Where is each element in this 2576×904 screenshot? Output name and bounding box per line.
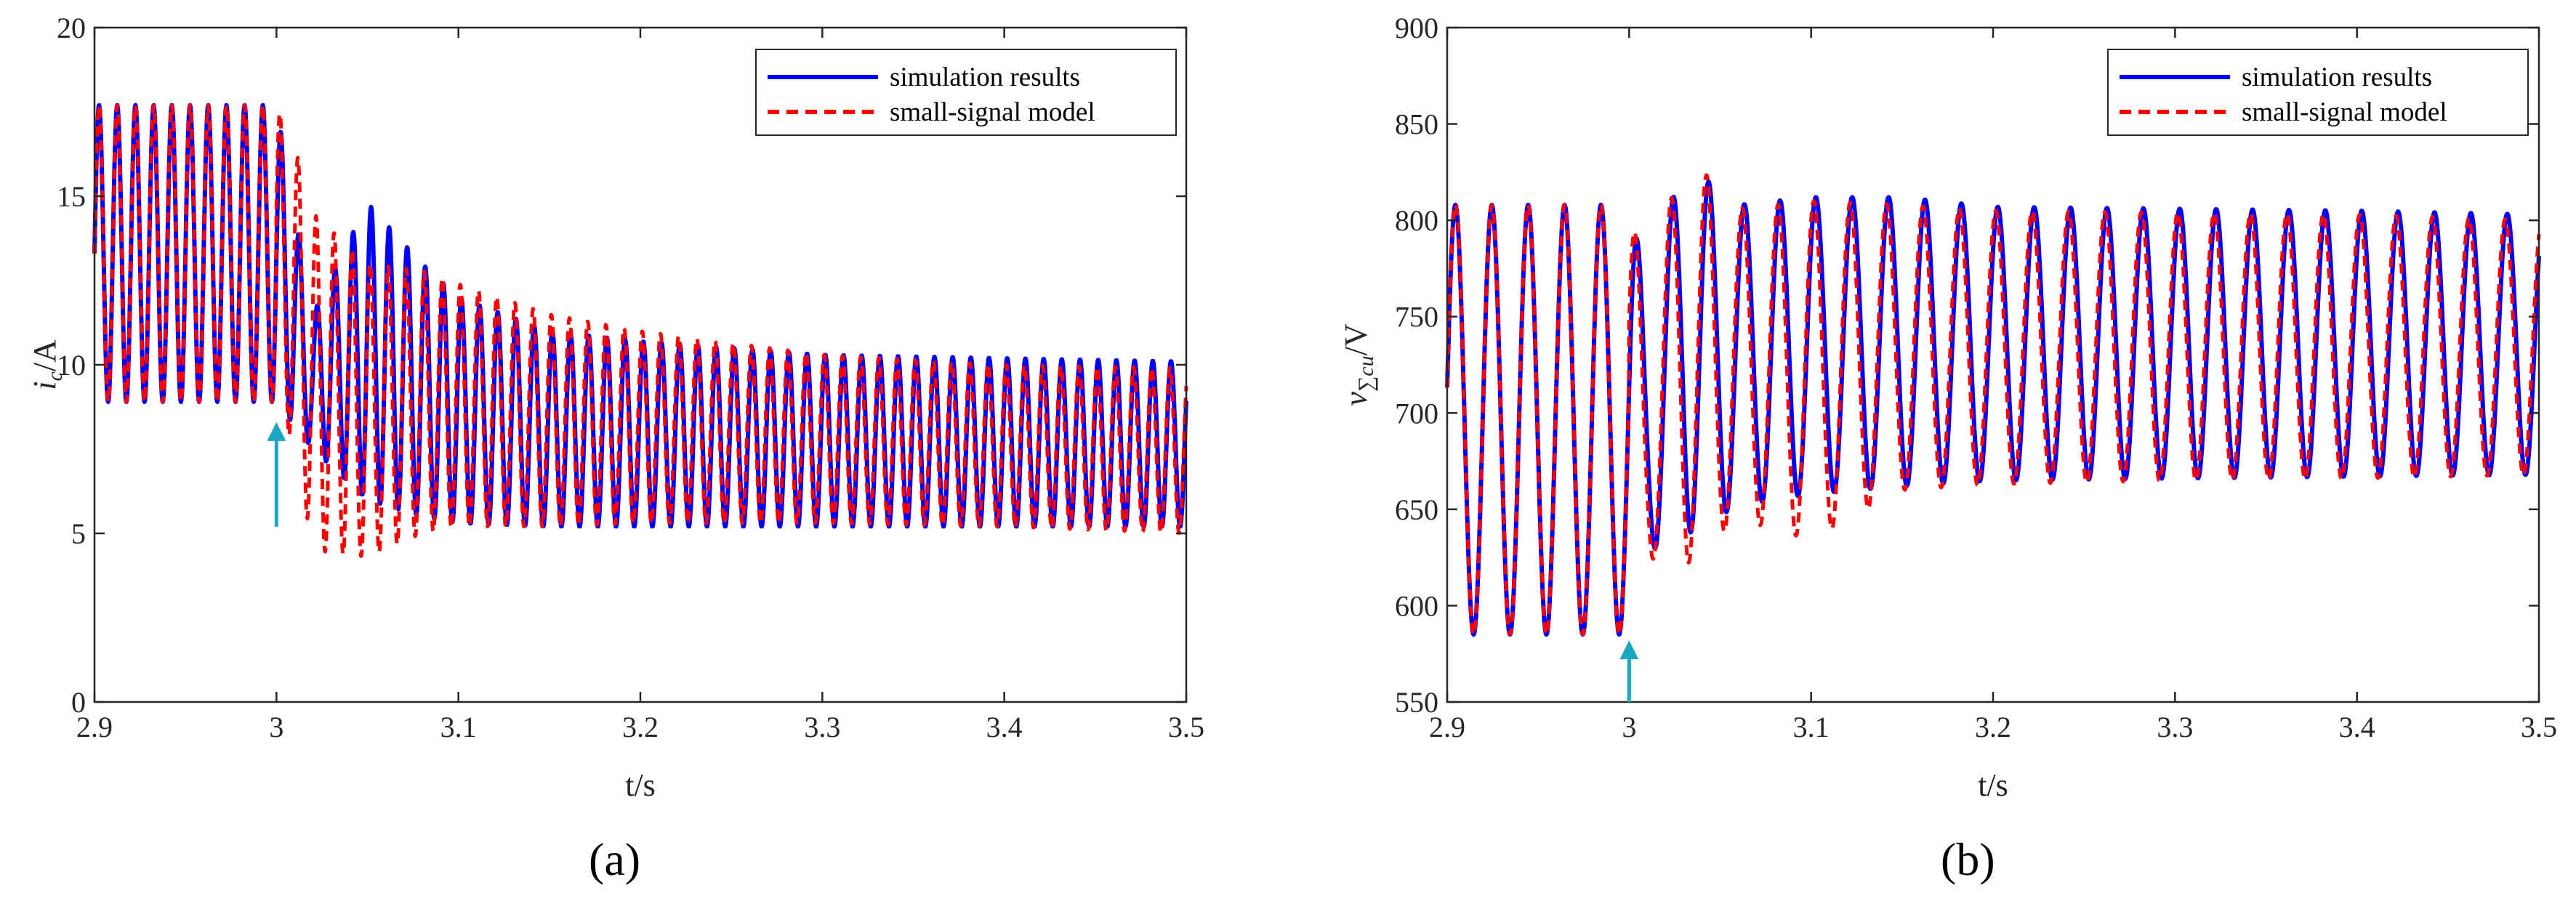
x-tick-label: 2.9 <box>76 711 113 743</box>
y-tick-label: 850 <box>1395 108 1438 141</box>
y-tick-label: 10 <box>57 349 86 382</box>
arrow-head-icon <box>1619 640 1639 660</box>
x-tick-label: 3 <box>1622 711 1636 743</box>
y-tick-label: 700 <box>1395 397 1438 429</box>
series-small-signal-model-line <box>1445 173 2541 637</box>
x-tick-label: 3.2 <box>1975 711 2011 743</box>
panel-b-ticks: 2.9 3 3.1 3.2 3.3 3.4 3.5 550 600 650 700 750 800 850… <box>1395 12 2557 743</box>
legend-box <box>2107 49 2529 136</box>
x-tick-label: 3.3 <box>2157 711 2193 743</box>
panel-a-ticks: 2.9 3 3.1 3.2 3.3 3.4 3.5 0 5 10 15 20 <box>57 12 1204 743</box>
legend-entry-label: simulation results <box>890 62 1080 92</box>
legend-entry-label: small-signal model <box>890 97 1095 127</box>
legend-box <box>755 49 1177 136</box>
y-tick-label: 5 <box>71 517 86 550</box>
y-tick-label: 0 <box>71 686 86 719</box>
series-small-signal-model-line <box>92 103 1188 558</box>
y-tick-label: 550 <box>1395 686 1438 719</box>
legend-entry-label: simulation results <box>2242 62 2432 92</box>
x-tick-label: 3.2 <box>622 711 659 743</box>
panel-a-arrow-annotation <box>267 421 286 527</box>
x-tick-label: 3.5 <box>1168 711 1204 743</box>
x-tick-label: 3.5 <box>2521 711 2557 743</box>
y-tick-label: 20 <box>57 12 86 44</box>
x-tick-label: 3.4 <box>2339 711 2375 743</box>
panel-a-curves <box>92 102 1188 558</box>
panel-a-xlabel: t/s <box>625 767 656 803</box>
panel-b-ylabel: v∑cu/V <box>1338 323 1378 405</box>
panel-b-curves <box>1445 173 2541 637</box>
y-tick-label: 800 <box>1395 204 1438 237</box>
legend-entry-label: small-signal model <box>2242 97 2447 127</box>
panel-a-chart: 2.9 3 3.1 3.2 3.3 3.4 3.5 0 5 10 15 20 simulation r… <box>27 12 1204 885</box>
y-tick-label: 600 <box>1395 589 1438 622</box>
panel-b-legend: simulation results small-signal model <box>2107 49 2529 136</box>
panel-a-legend: simulation results small-signal model <box>755 49 1177 136</box>
y-tick-label: 650 <box>1395 493 1438 526</box>
x-tick-label: 3.3 <box>804 711 840 743</box>
arrow-head-icon <box>267 421 286 441</box>
panel-b-label: (b) <box>1941 834 1995 885</box>
x-tick-label: 3.1 <box>1793 711 1830 743</box>
panel-a-label: (a) <box>589 834 640 885</box>
y-tick-label: 750 <box>1395 301 1438 334</box>
y-tick-label: 900 <box>1395 12 1438 44</box>
x-tick-label: 3.4 <box>986 711 1023 743</box>
panel-a-ylabel: ic/A <box>27 339 67 390</box>
x-tick-label: 2.9 <box>1429 711 1465 743</box>
panel-b-xlabel: t/s <box>1978 767 2008 803</box>
panel-b-arrow-annotation <box>1619 640 1639 702</box>
y-tick-label: 15 <box>57 180 86 213</box>
x-tick-label: 3.1 <box>440 711 477 743</box>
x-tick-label: 3 <box>269 711 283 743</box>
panel-b-chart: 2.9 3 3.1 3.2 3.3 3.4 3.5 550 600 650 700 750 800 850… <box>1338 12 2557 885</box>
